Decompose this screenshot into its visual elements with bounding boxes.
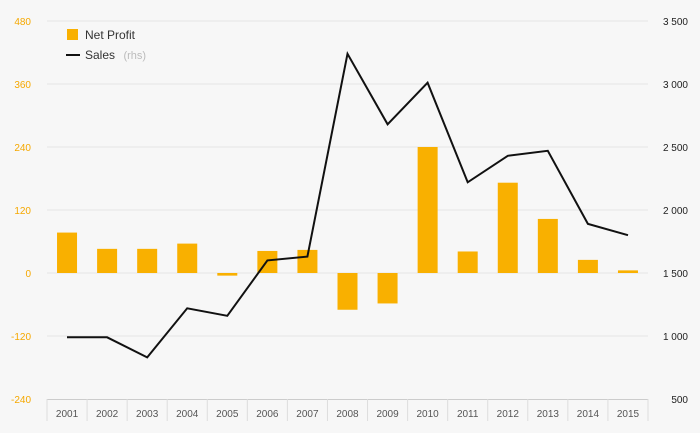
x-tick-label: 2011 bbox=[457, 409, 479, 420]
right-tick-label: 3 500 bbox=[663, 17, 688, 28]
left-axis-ticks: 480 360 240 120 0 -120 -240 bbox=[11, 17, 31, 406]
net-profit-bar bbox=[297, 249, 318, 273]
net-profit-bars bbox=[57, 147, 638, 310]
right-tick-label: 500 bbox=[671, 395, 688, 406]
right-tick-label: 2 000 bbox=[663, 206, 688, 217]
net-profit-bar bbox=[417, 147, 438, 273]
sales-line-layer bbox=[67, 50, 629, 359]
net-profit-bar bbox=[97, 248, 118, 273]
x-tick-label: 2002 bbox=[96, 409, 119, 420]
right-tick-label: 2 500 bbox=[663, 143, 688, 154]
legend-sales-label-group: Sales (rhs) bbox=[85, 46, 146, 63]
net-profit-bar bbox=[217, 273, 238, 276]
right-tick-label: 1 500 bbox=[663, 269, 688, 280]
left-tick-label: 240 bbox=[14, 143, 31, 154]
right-tick-label: 3 000 bbox=[663, 80, 688, 91]
left-tick-label: 480 bbox=[14, 17, 31, 28]
left-tick-label: -120 bbox=[11, 332, 31, 343]
left-tick-label: 0 bbox=[25, 269, 31, 280]
net-profit-bar bbox=[537, 218, 558, 273]
x-tick-label: 2014 bbox=[577, 409, 600, 420]
x-tick-label: 2012 bbox=[497, 409, 520, 420]
sales-line bbox=[67, 50, 629, 359]
x-tick-label: 2008 bbox=[336, 409, 359, 420]
x-axis: 2001 2002 2003 2004 2005 2006 2007 2008 2009 2010… bbox=[46, 399, 649, 421]
left-tick-label: -240 bbox=[11, 395, 31, 406]
x-tick-label: 2009 bbox=[376, 409, 399, 420]
net-profit-bar bbox=[177, 243, 198, 273]
legend-net-profit-label: Net Profit bbox=[85, 28, 136, 42]
net-profit-bar bbox=[497, 182, 518, 273]
x-tick-label: 2015 bbox=[617, 409, 640, 420]
net-profit-bar bbox=[137, 248, 158, 273]
x-tick-label: 2005 bbox=[216, 409, 239, 420]
legend-sales-suffix: (rhs) bbox=[123, 50, 146, 62]
legend: Net Profit Sales (rhs) bbox=[66, 28, 146, 63]
x-tick-label: 2004 bbox=[176, 409, 199, 420]
net-profit-bar bbox=[57, 232, 78, 273]
x-tick-label: 2001 bbox=[56, 409, 79, 420]
x-tick-label: 2006 bbox=[256, 409, 279, 420]
legend-sales-label: Sales bbox=[85, 48, 115, 62]
net-profit-bar bbox=[377, 273, 398, 304]
net-profit-bar bbox=[617, 270, 638, 273]
left-tick-label: 360 bbox=[14, 80, 31, 91]
x-tick-label: 2013 bbox=[537, 409, 560, 420]
net-profit-bar bbox=[577, 259, 598, 273]
net-profit-bar bbox=[337, 273, 358, 310]
x-tick-label: 2003 bbox=[136, 409, 159, 420]
net-profit-bar bbox=[457, 251, 478, 273]
x-tick-label: 2010 bbox=[417, 409, 440, 420]
right-tick-label: 1 000 bbox=[663, 332, 688, 343]
right-axis-ticks: 3 500 3 000 2 500 2 000 1 500 1 000 500 bbox=[663, 17, 688, 406]
left-tick-label: 120 bbox=[14, 206, 31, 217]
x-tick-label: 2007 bbox=[296, 409, 319, 420]
legend-net-profit-swatch bbox=[67, 29, 78, 40]
